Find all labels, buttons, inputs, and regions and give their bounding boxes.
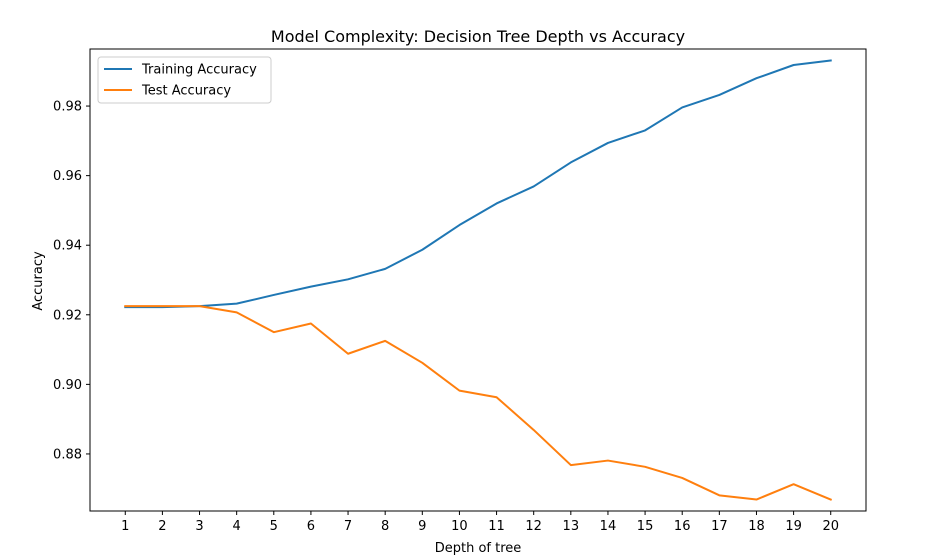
x-tick-label: 13 [563, 519, 580, 534]
x-tick-label: 18 [748, 519, 765, 534]
series-line-test-accuracy [124, 305, 833, 501]
y-tick-label: 0.98 [53, 100, 82, 115]
legend: Training Accuracy Test Accuracy [97, 56, 272, 104]
legend-box [97, 56, 272, 104]
x-tick-label: 17 [711, 519, 728, 534]
y-tick-label: 0.92 [53, 308, 82, 323]
x-tick-label: 3 [195, 519, 203, 534]
x-tick-label: 7 [344, 519, 352, 534]
y-tick-label: 0.96 [53, 169, 82, 184]
plot-area [124, 59, 833, 501]
x-tick-label: 14 [600, 519, 617, 534]
x-tick-label: 12 [525, 519, 542, 534]
x-tick-label: 20 [822, 519, 839, 534]
y-axis-label: Accuracy [31, 251, 46, 311]
y-tick-label: 0.94 [53, 239, 82, 254]
x-tick-label: 10 [451, 519, 468, 534]
y-tick-label: 0.88 [53, 447, 82, 462]
x-tick-label: 2 [158, 519, 166, 534]
x-tick-label: 1 [121, 519, 129, 534]
x-tick-label: 15 [637, 519, 654, 534]
x-tick-label: 11 [488, 519, 505, 534]
x-tick-label: 19 [785, 519, 802, 534]
y-tick-label: 0.90 [53, 378, 82, 393]
x-tick-label: 8 [381, 519, 389, 534]
x-axis-label: Depth of tree [435, 541, 522, 556]
series-line-training-accuracy [124, 59, 832, 309]
x-tick-label: 6 [307, 519, 315, 534]
plot-frame [89, 48, 867, 512]
legend-label-test-accuracy: Test Accuracy [141, 84, 231, 99]
x-tick-label: 4 [233, 519, 241, 534]
legend-label-training-accuracy: Training Accuracy [141, 63, 257, 78]
x-tick-label: 5 [270, 519, 278, 534]
chart-title: Model Complexity: Decision Tree Depth vs… [271, 27, 685, 46]
x-tick-label: 16 [674, 519, 691, 534]
x-tick-label: 9 [418, 519, 426, 534]
